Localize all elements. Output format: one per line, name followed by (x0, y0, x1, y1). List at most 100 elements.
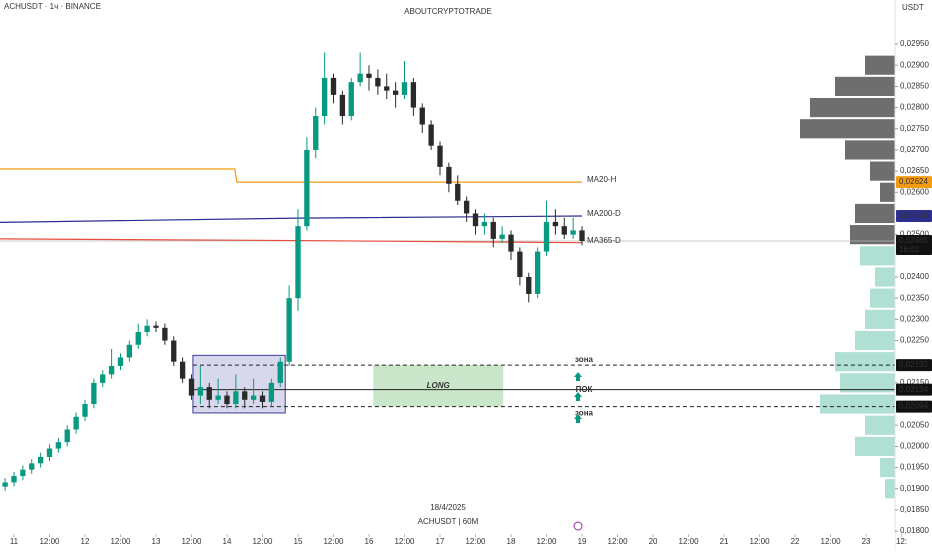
level-note: ПОК (576, 385, 593, 394)
event-icon[interactable] (573, 521, 583, 531)
volume-profile-bar (870, 288, 895, 308)
y-tick-label: 0,02350 (900, 293, 929, 302)
x-tick-label: 12:00 (252, 537, 273, 546)
x-tick-label: 13 (152, 537, 161, 546)
y-tick-label: 0,02800 (900, 103, 929, 112)
candle-body (508, 234, 514, 252)
candle-body (135, 332, 141, 345)
volume-profile-bar (845, 140, 895, 160)
candle-body (463, 200, 470, 214)
volume-profile-bar (855, 330, 895, 351)
zone-label: LONG (427, 381, 450, 390)
candle-body (233, 391, 239, 405)
x-tick-label: 21 (720, 537, 729, 546)
candle-body (277, 361, 283, 383)
level-badge (896, 400, 932, 413)
volume-profile-bar (850, 225, 895, 245)
candle-body (29, 463, 35, 470)
candle-body (543, 221, 550, 252)
x-tick-label: 20 (649, 537, 658, 546)
y-tick-label: 0,02250 (900, 336, 929, 345)
up-arrow (574, 372, 582, 381)
candle-body (410, 82, 417, 108)
current-price-label: 0,02485 (899, 236, 928, 245)
candle-body (552, 221, 559, 227)
ma-badge-label: 0,02544 (899, 211, 928, 220)
ma-legend-label: MA365-D (587, 236, 621, 245)
volume-profile-bar (820, 394, 895, 414)
y-tick-label: 0,01900 (900, 484, 929, 493)
date-label: 18/4/2025 (430, 503, 466, 512)
volume-profile-bar (865, 415, 895, 435)
up-arrow (574, 392, 582, 401)
candle-body (446, 166, 452, 184)
chart-title: ABOUTCRYPTOTRADE (404, 7, 492, 16)
y-tick-label: 0,02650 (900, 166, 929, 175)
candle-body (357, 73, 363, 83)
y-tick-label: 0,02150 (900, 378, 929, 387)
y-tick-label: 0,01850 (900, 505, 929, 514)
volume-profile-bar (880, 182, 895, 202)
candle-body (55, 442, 62, 449)
candle-body (579, 230, 585, 241)
candle-body (313, 116, 319, 150)
y-tick-label: 0,02000 (900, 442, 929, 451)
x-tick-label: 12:00 (110, 537, 131, 546)
x-tick-label: 18 (507, 537, 516, 546)
candle-body (37, 456, 44, 464)
candle-body (392, 90, 399, 95)
x-tick-label: 19 (578, 537, 587, 546)
current-price-badge (896, 234, 932, 255)
ma-legend-label: MA200-D (587, 209, 621, 218)
up-arrow (574, 414, 582, 423)
candle-body (108, 365, 115, 375)
x-tick-label: 15 (294, 537, 303, 546)
y-tick-label: 0,02900 (900, 60, 929, 69)
candle-body (339, 94, 346, 117)
candle-body (126, 344, 133, 358)
level-badge-label: 0,02094 (899, 402, 928, 411)
symbol-label: ACHUSDT · 1ч · BINANCE (4, 2, 101, 11)
price-axis (895, 0, 932, 550)
y-tick-label: 0,02850 (900, 82, 929, 91)
time-axis (0, 534, 895, 550)
candle-body (144, 325, 150, 333)
candle-body (100, 374, 106, 383)
x-tick-label: 12:00 (323, 537, 344, 546)
volume-profile-bar (865, 55, 895, 75)
x-tick-label: 12 (81, 537, 90, 546)
candle-body (321, 77, 328, 117)
level-badge-label: 0,02134 (899, 385, 928, 394)
candle-body (188, 378, 195, 396)
interval-label: ACHUSDT | 60M (418, 517, 479, 526)
level-badge (896, 359, 932, 372)
candle-body (73, 416, 79, 430)
volume-profile-bar (865, 309, 895, 329)
x-tick-label: 12: (896, 537, 907, 546)
candle-body (224, 395, 230, 405)
x-tick-label: 22 (791, 537, 800, 546)
y-tick-label: 0,02400 (900, 272, 929, 281)
candle-body (490, 221, 496, 239)
ma-legend-label: MA20-H (587, 175, 617, 184)
candle-body (419, 107, 425, 125)
x-tick-label: 12:00 (679, 537, 700, 546)
x-tick-label: 12:00 (821, 537, 842, 546)
y-tick-label: 0,01950 (900, 463, 929, 472)
candle-body (206, 387, 212, 400)
ma-badge (896, 210, 932, 222)
candle-body (472, 213, 479, 227)
candle-body (91, 382, 97, 405)
volume-profile-bar (880, 457, 895, 478)
ma-badge-label: 0,02624 (899, 177, 928, 186)
candle-body (11, 476, 17, 483)
x-tick-label: 12:00 (608, 537, 629, 546)
candle-body (197, 387, 204, 396)
y-tick-label: 0,02700 (900, 145, 929, 154)
candle-body (330, 77, 337, 95)
x-tick-label: 12:00 (465, 537, 486, 546)
candle-body (117, 357, 124, 366)
